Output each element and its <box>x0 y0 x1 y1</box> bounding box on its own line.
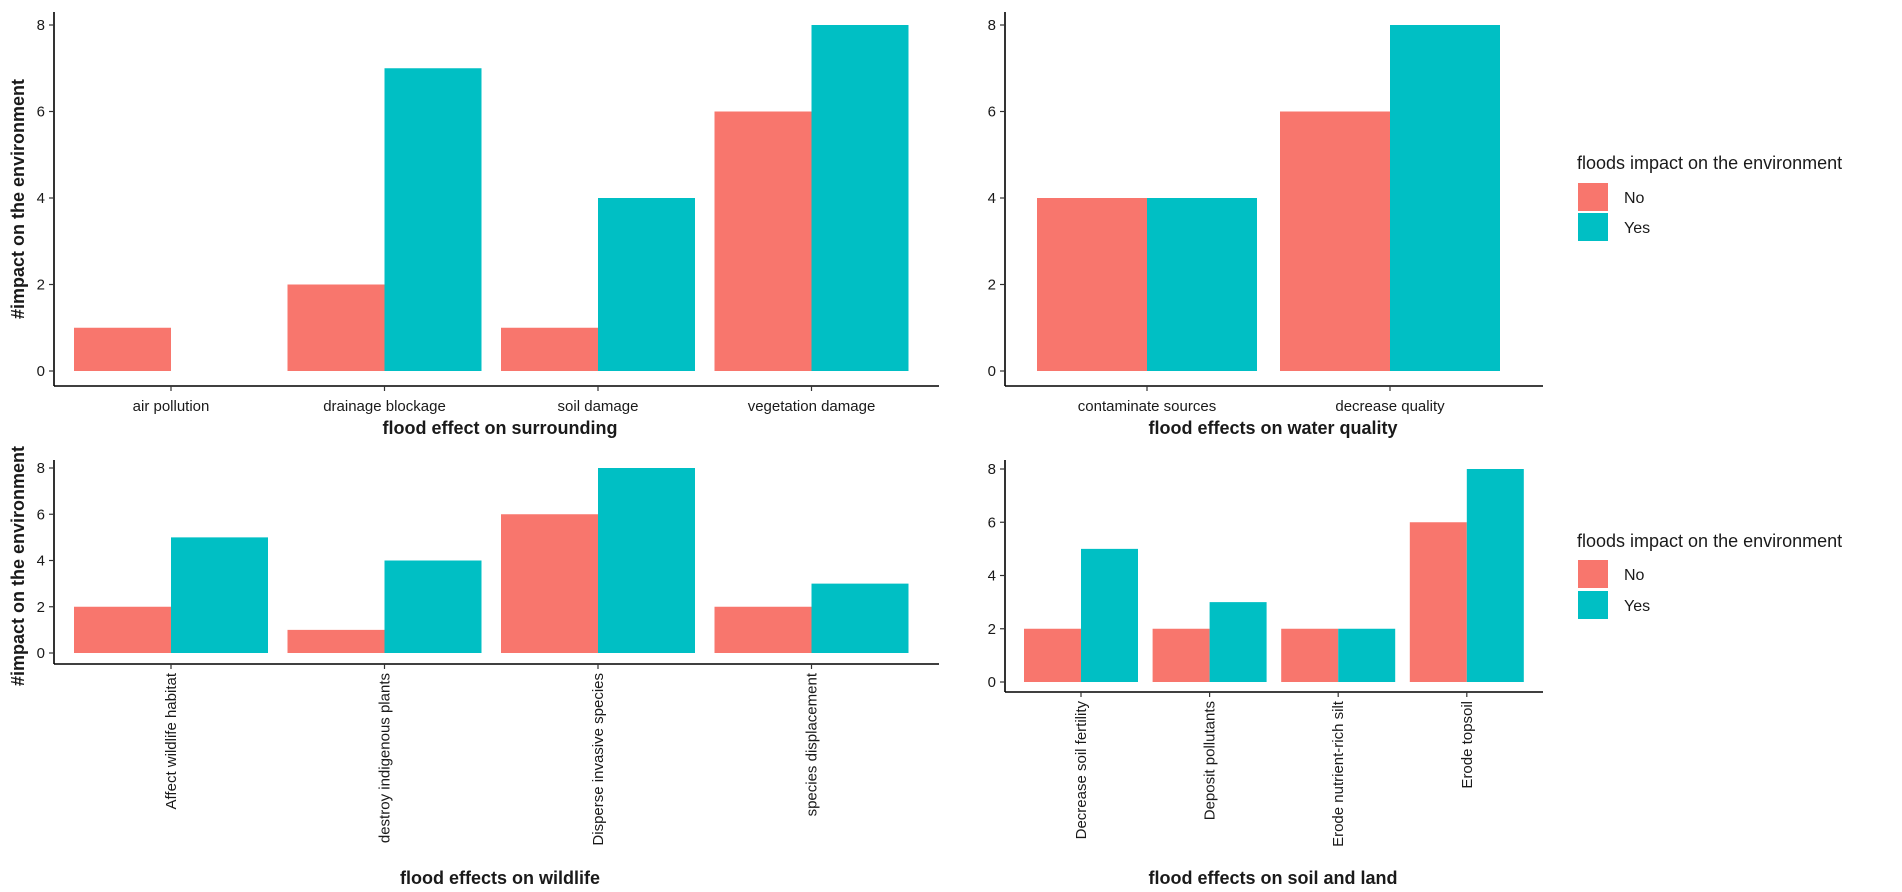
chart-panel-surrounding: 0 2 4 6 8 air pollution drainage blockage soil … <box>8 12 939 438</box>
legend-label-no: No <box>1624 567 1645 584</box>
legend-label-yes: Yes <box>1624 220 1650 237</box>
y-tick-label: 6 <box>988 104 996 121</box>
legend-top: floods impact on the environment No Yes <box>1577 153 1842 241</box>
bar-air-pollution-no <box>74 327 171 371</box>
bar-decrease-quality-yes <box>1390 25 1500 371</box>
y-tick-label: 0 <box>988 363 996 380</box>
y-tick-label: 6 <box>988 514 996 531</box>
y-axis-title: #impact on the environment <box>8 79 28 319</box>
x-tick-label: soil damage <box>558 398 639 415</box>
bar-disperse-invasive-species-yes <box>598 468 695 653</box>
x-tick-label: vegetation damage <box>748 398 876 415</box>
bar-drainage-blockage-no <box>287 284 385 371</box>
bar-drainage-blockage-yes <box>384 68 482 371</box>
y-tick-label: 8 <box>37 460 45 477</box>
y-tick-label: 8 <box>988 17 996 34</box>
bar-vegetation-damage-yes <box>811 25 909 371</box>
legend-swatch-no <box>1578 560 1608 588</box>
x-tick-label: decrease quality <box>1335 398 1445 415</box>
x-tick-label: air pollution <box>133 398 210 415</box>
y-tick-label: 8 <box>988 461 996 478</box>
bar-erode-topsoil-no <box>1409 522 1467 682</box>
x-tick-label: Disperse invasive species <box>590 673 607 846</box>
y-tick-label: 2 <box>988 621 996 638</box>
chart-panel-soil-land: 0 2 4 6 8 Decrease soil fertility Deposit poll… <box>988 460 1543 888</box>
legend-swatch-yes <box>1578 591 1608 619</box>
y-tick-label: 0 <box>37 363 45 380</box>
y-tick-label: 2 <box>37 599 45 616</box>
bar-erode-topsoil-yes <box>1466 469 1524 682</box>
chart-panel-wildlife: 0 2 4 6 8 Affect wildlife habitat destroy indi… <box>8 446 939 888</box>
bar-decrease-soil-fertility-yes <box>1081 548 1138 682</box>
x-axis-title: flood effect on surrounding <box>383 418 618 438</box>
bar-deposit-pollutants-yes <box>1209 602 1267 682</box>
bar-species-displacement-no <box>714 606 812 653</box>
bar-affect-wildlife-habitat-yes <box>171 537 268 653</box>
y-tick-label: 4 <box>37 190 45 207</box>
legend-swatch-yes <box>1578 213 1608 241</box>
y-tick-label: 6 <box>37 506 45 523</box>
x-axis-title: flood effects on water quality <box>1148 418 1397 438</box>
x-tick-label: Deposit pollutants <box>1202 701 1219 820</box>
bar-erode-nutrient-rich-silt-yes <box>1338 628 1396 682</box>
x-tick-label: species displacement <box>804 672 821 816</box>
chart-panel-water-quality: 0 2 4 6 8 contaminate sources decrease quality… <box>988 12 1543 438</box>
bar-decrease-quality-no <box>1280 111 1390 371</box>
bar-destroy-indigenous-plants-no <box>287 629 385 653</box>
x-tick-label: Erode topsoil <box>1459 701 1476 789</box>
y-tick-label: 0 <box>37 645 45 662</box>
y-tick-label: 4 <box>988 190 996 207</box>
bar-contaminate-sources-no <box>1037 198 1147 371</box>
legend-swatch-no <box>1578 183 1608 211</box>
bar-vegetation-damage-no <box>714 111 812 371</box>
bar-soil-damage-no <box>501 327 598 371</box>
x-tick-label: Affect wildlife habitat <box>163 672 180 809</box>
bar-destroy-indigenous-plants-yes <box>384 560 482 653</box>
y-tick-label: 0 <box>988 674 996 691</box>
bar-disperse-invasive-species-no <box>501 514 598 653</box>
bar-species-displacement-yes <box>811 583 909 653</box>
bar-deposit-pollutants-no <box>1152 628 1210 682</box>
bar-contaminate-sources-yes <box>1147 198 1257 371</box>
bar-decrease-soil-fertility-no <box>1024 628 1081 682</box>
legend-label-no: No <box>1624 190 1645 207</box>
y-tick-label: 4 <box>988 568 996 585</box>
y-tick-label: 2 <box>988 277 996 294</box>
legend-bottom: floods impact on the environment No Yes <box>1577 531 1842 619</box>
y-axis-title: #impact on the environment <box>8 446 28 686</box>
y-tick-label: 2 <box>37 277 45 294</box>
legend-title: floods impact on the environment <box>1577 531 1842 551</box>
x-tick-label: destroy indigenous plants <box>377 673 394 843</box>
y-tick-label: 6 <box>37 104 45 121</box>
x-axis-title: flood effects on wildlife <box>400 868 600 888</box>
legend-label-yes: Yes <box>1624 598 1650 615</box>
y-tick-label: 4 <box>37 553 45 570</box>
x-tick-label: contaminate sources <box>1078 398 1216 415</box>
bar-affect-wildlife-habitat-no <box>74 606 171 653</box>
x-axis-title: flood effects on soil and land <box>1148 868 1397 888</box>
legend-title: floods impact on the environment <box>1577 153 1842 173</box>
x-tick-label: Decrease soil fertility <box>1073 701 1090 840</box>
x-tick-label: drainage blockage <box>323 398 446 415</box>
y-tick-label: 8 <box>37 17 45 34</box>
bar-soil-damage-yes <box>598 198 695 371</box>
x-tick-label: Erode nutrient-rich silt <box>1330 700 1347 847</box>
bar-erode-nutrient-rich-silt-no <box>1281 628 1339 682</box>
